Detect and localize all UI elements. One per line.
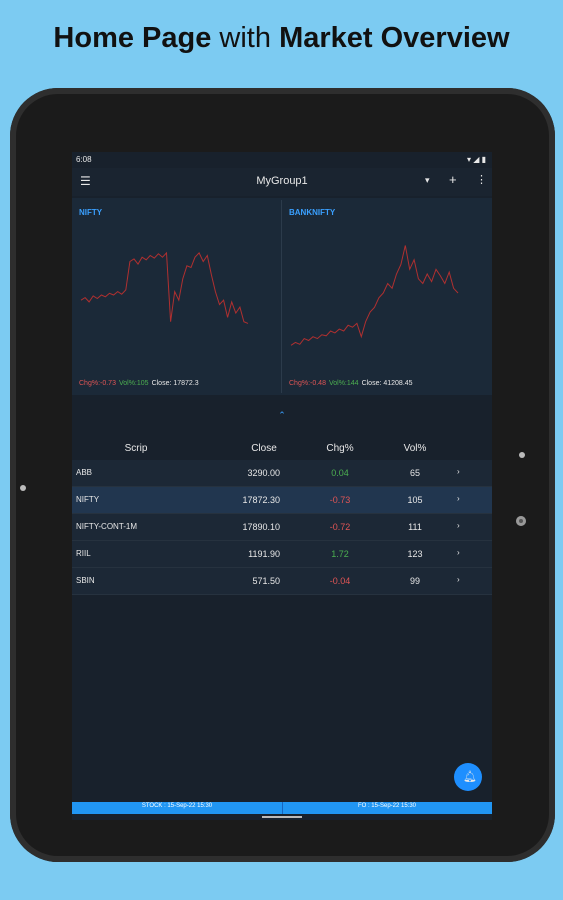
app-title: MyGroup1 <box>256 175 308 187</box>
column-header: Scrip <box>124 443 148 454</box>
close: 17890.10 <box>242 522 280 532</box>
vol: 111 <box>408 522 422 532</box>
bell-icon: 🔔︎ <box>463 771 477 783</box>
column-header: Close <box>251 443 277 454</box>
screen: 6:08 ▾ ◢ ▮ ☰ MyGroup1 ▾ + ⋮ ⌃ 🔔︎ STOCK :… <box>72 152 492 820</box>
sparklines <box>80 245 459 346</box>
vol: 123 <box>407 549 423 559</box>
home-indicator <box>262 816 302 818</box>
table-row[interactable] <box>72 460 492 487</box>
more-button[interactable]: ⋮ <box>476 174 487 186</box>
sparkline <box>290 245 459 346</box>
status-icons: ▾ ◢ ▮ <box>466 155 486 164</box>
table-row[interactable] <box>72 568 492 595</box>
scrip: NIFTY-CONT-1M <box>76 522 138 531</box>
row-arrow: › <box>457 521 460 530</box>
table-row[interactable] <box>72 541 492 568</box>
chart-footer: Chg%:-0.48 Vol%:144 Close: 41208.45 <box>289 380 416 387</box>
chart-name: NIFTY <box>79 208 103 217</box>
chart-close: Close: 41208.45 <box>361 380 413 387</box>
close: 3290.00 <box>247 468 280 478</box>
vol: 105 <box>407 495 423 505</box>
app-bar <box>72 168 492 196</box>
chg: -0.73 <box>329 495 351 505</box>
chg: 1.72 <box>331 549 349 559</box>
scrip: SBIN <box>76 576 95 585</box>
chart-footer: Chg%:-0.73 Vol%:105 Close: 17872.3 <box>79 380 202 387</box>
close: 17872.30 <box>242 495 280 505</box>
menu-button[interactable]: ☰ <box>80 174 91 188</box>
headline-bold: Home Page <box>53 22 212 54</box>
column-header: Chg% <box>326 443 354 454</box>
chart-chg: Chg%:-0.48 <box>289 380 326 387</box>
chart-vol: Vol%:144 <box>328 380 359 387</box>
sensor <box>519 452 525 458</box>
status-time: 6:08 <box>76 155 92 164</box>
dropdown-button[interactable]: ▾ <box>425 175 430 185</box>
row-arrow: › <box>457 494 460 503</box>
close: 1191.90 <box>248 549 280 559</box>
close: 571.50 <box>252 576 280 586</box>
chg: 0.04 <box>331 468 349 478</box>
chart-name: BANKNIFTY <box>289 208 336 217</box>
scrip: NIFTY <box>76 495 100 504</box>
vol: 65 <box>409 468 420 478</box>
chart-vol: Vol%:105 <box>118 380 149 387</box>
chart-close: Close: 17872.3 <box>151 380 199 387</box>
row-arrow: › <box>457 467 460 476</box>
divider <box>281 200 282 393</box>
headline: Home Page with Market Overview <box>0 22 563 55</box>
table-row[interactable] <box>72 487 492 514</box>
divider <box>282 802 283 814</box>
add-button[interactable]: + <box>449 172 457 187</box>
scrip: ABB <box>76 468 93 477</box>
chg: -0.04 <box>329 576 351 586</box>
footer-fo: FO : 15-Sep-22 15:30 <box>357 803 417 809</box>
chart-panel <box>72 198 492 395</box>
vol: 99 <box>409 576 420 586</box>
row-arrow: › <box>457 575 460 584</box>
footer-stock: STOCK : 15-Sep-22 15:30 <box>141 803 213 809</box>
collapse-button[interactable]: ⌃ <box>278 410 286 420</box>
column-header: Vol% <box>403 443 427 454</box>
sparkline <box>80 251 249 324</box>
headline-bold: Market Overview <box>279 22 510 54</box>
chg: -0.72 <box>329 522 351 532</box>
chart-chg: Chg%:-0.73 <box>79 380 116 387</box>
sensor <box>20 485 26 491</box>
table-row[interactable] <box>72 514 492 541</box>
camera <box>516 516 526 526</box>
row-arrow: › <box>457 548 460 557</box>
alert-fab[interactable] <box>454 763 482 791</box>
scrip: RIIL <box>76 549 91 558</box>
headline-normal: with <box>219 22 271 54</box>
